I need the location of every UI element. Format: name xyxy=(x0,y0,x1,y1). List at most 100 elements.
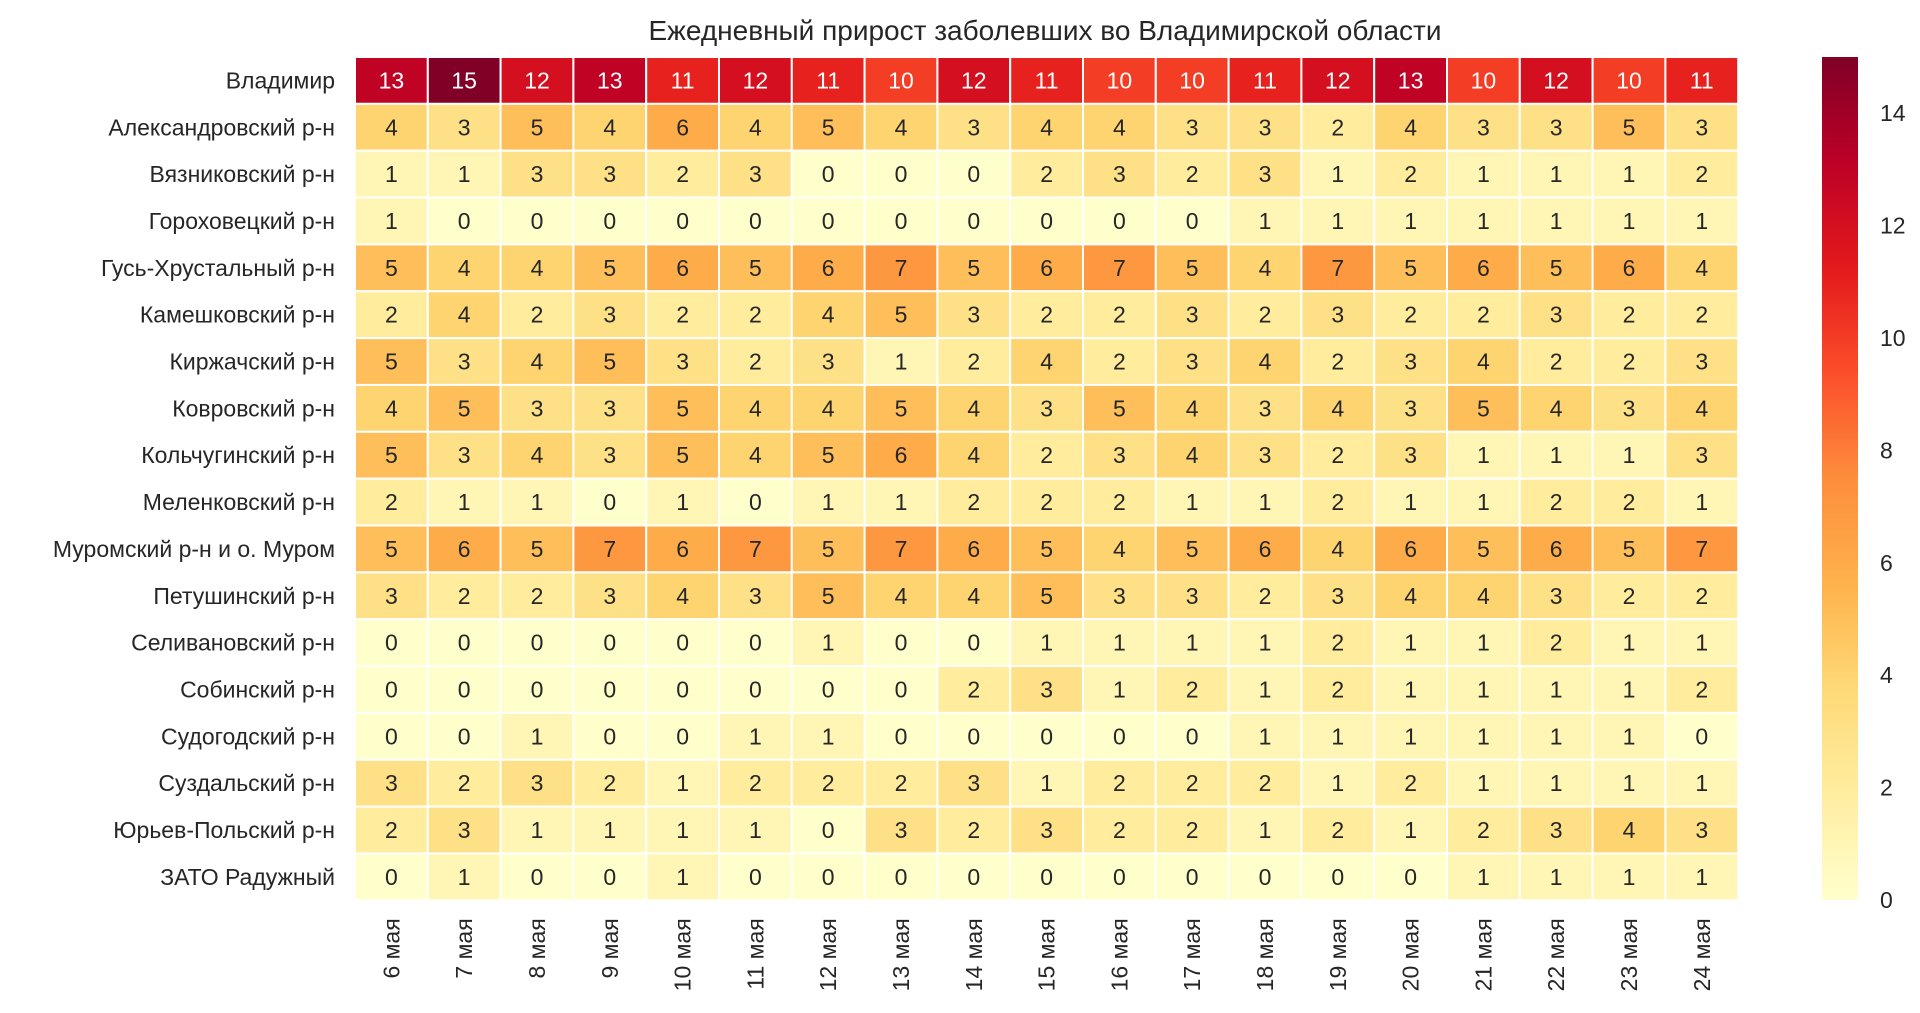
cell-value-label: 2 xyxy=(822,770,835,796)
cell-value-label: 1 xyxy=(531,817,544,843)
cell-value-label: 1 xyxy=(676,770,689,796)
cell-value-label: 10 xyxy=(888,67,914,93)
cell-value-label: 1 xyxy=(1404,817,1417,843)
colorbar-tick-label: 0 xyxy=(1880,887,1893,913)
heatmap-cell xyxy=(1518,56,1594,105)
cell-value-label: 11 xyxy=(671,67,695,93)
heatmap-cell xyxy=(1154,758,1230,808)
cell-value-label: 3 xyxy=(967,770,980,796)
cell-value-label: 2 xyxy=(1550,630,1563,656)
cell-value-label: 1 xyxy=(1404,208,1417,234)
cell-value-label: 0 xyxy=(676,630,689,656)
heatmap-cell xyxy=(718,524,793,574)
cell-value-label: 13 xyxy=(597,67,623,93)
cell-value-label: 3 xyxy=(603,161,616,187)
cell-value-label: 0 xyxy=(603,676,616,702)
cell-value-label: 3 xyxy=(458,817,471,843)
cell-value-label: 10 xyxy=(1616,67,1642,93)
cell-value-label: 2 xyxy=(1040,489,1053,515)
heatmap-cell xyxy=(354,243,429,293)
heatmap-cell xyxy=(1154,149,1230,199)
cell-value-label: 0 xyxy=(1186,208,1199,234)
cell-value-label: 2 xyxy=(385,489,398,515)
cell-value-label: 1 xyxy=(1695,489,1708,515)
cell-value-label: 1 xyxy=(1113,630,1126,656)
heatmap-cell xyxy=(354,805,429,855)
cell-value-label: 5 xyxy=(385,536,398,562)
heatmap-cell xyxy=(1446,430,1521,480)
heatmap-cell xyxy=(1154,102,1230,152)
heatmap-cell xyxy=(426,243,502,293)
column-label: 14 мая xyxy=(961,918,987,991)
row-label: Кольчугинский р-н xyxy=(141,442,335,468)
cell-value-label: 0 xyxy=(749,208,762,234)
cell-value-label: 0 xyxy=(458,676,471,702)
heatmap-cell xyxy=(1518,196,1594,246)
cell-value-label: 4 xyxy=(1113,536,1126,562)
cell-value-label: 2 xyxy=(1404,302,1417,328)
cell-value-label: 0 xyxy=(458,208,471,234)
cell-value-label: 2 xyxy=(1623,583,1636,609)
cell-value-label: 3 xyxy=(1404,395,1417,421)
cell-value-label: 2 xyxy=(1331,114,1344,140)
column-label: 20 мая xyxy=(1398,918,1424,991)
cell-value-label: 1 xyxy=(458,864,471,890)
column-label: 6 мая xyxy=(378,918,404,978)
heatmap-cell xyxy=(354,618,429,668)
heatmap-cell xyxy=(863,337,939,386)
cell-value-label: 5 xyxy=(895,395,908,421)
cell-value-label: 11 xyxy=(1253,67,1277,93)
cell-value-label: 3 xyxy=(1550,817,1563,843)
cell-value-label: 3 xyxy=(1550,302,1563,328)
cell-value-label: 1 xyxy=(1040,630,1053,656)
cell-value-label: 4 xyxy=(895,114,908,140)
cell-value-label: 6 xyxy=(822,255,835,281)
heatmap-cell xyxy=(426,477,502,527)
cell-value-label: 1 xyxy=(1550,442,1563,468)
heatmap-cell xyxy=(1300,337,1376,386)
heatmap-cell xyxy=(572,290,648,340)
cell-value-label: 0 xyxy=(531,676,544,702)
cell-value-label: 1 xyxy=(1040,770,1053,796)
heatmap-cell xyxy=(863,149,939,199)
cell-value-label: 4 xyxy=(1113,114,1126,140)
cell-value-label: 1 xyxy=(676,489,689,515)
heatmap-cell xyxy=(718,758,793,808)
heatmap-cell xyxy=(499,852,575,902)
cell-value-label: 6 xyxy=(1550,536,1563,562)
heatmap-cell xyxy=(354,524,429,574)
cell-value-label: 1 xyxy=(385,208,398,234)
cell-value-label: 3 xyxy=(531,161,544,187)
heatmap-cell xyxy=(863,430,939,480)
cell-value-label: 1 xyxy=(1477,489,1490,515)
cell-value-label: 0 xyxy=(967,161,980,187)
column-label: 13 мая xyxy=(888,918,914,991)
cell-value-label: 4 xyxy=(385,114,398,140)
column-label: 12 мая xyxy=(815,918,841,991)
column-label: 23 мая xyxy=(1616,918,1642,991)
heatmap-cell xyxy=(1591,711,1667,761)
cell-value-label: 4 xyxy=(1695,255,1708,281)
cell-value-label: 4 xyxy=(1404,114,1417,140)
heatmap-cell xyxy=(572,665,648,714)
heatmap-cell xyxy=(863,56,939,105)
heatmap-cell xyxy=(936,618,1012,668)
cell-value-label: 3 xyxy=(603,395,616,421)
cell-value-label: 0 xyxy=(603,864,616,890)
heatmap-cell xyxy=(354,337,429,386)
cell-value-label: 1 xyxy=(1623,723,1636,749)
heatmap-cell xyxy=(1664,805,1740,855)
heatmap-cell xyxy=(1446,571,1521,621)
cell-value-label: 2 xyxy=(1623,302,1636,328)
cell-value-label: 3 xyxy=(1550,114,1563,140)
heatmap-cell xyxy=(1227,758,1303,808)
cell-value-label: 3 xyxy=(1259,161,1272,187)
cell-value-label: 2 xyxy=(1040,302,1053,328)
heatmap-cell xyxy=(718,711,793,761)
colorbar xyxy=(1822,57,1858,900)
heatmap-cell xyxy=(1300,430,1376,480)
cell-value-label: 2 xyxy=(1404,770,1417,796)
cell-value-label: 4 xyxy=(967,442,980,468)
cell-value-label: 1 xyxy=(1404,723,1417,749)
cell-value-label: 4 xyxy=(1331,395,1344,421)
